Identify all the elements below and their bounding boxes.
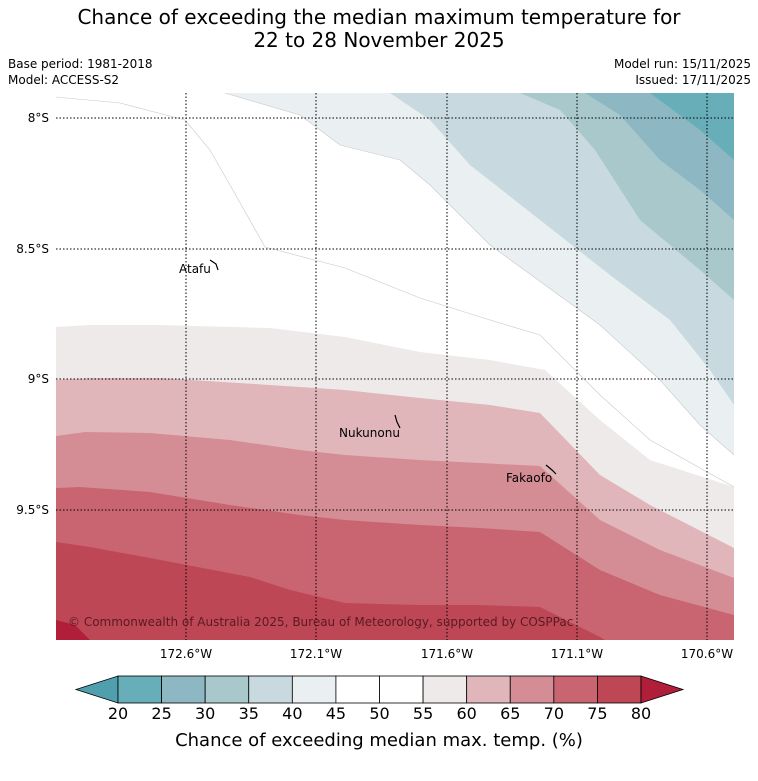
contour-lines bbox=[56, 93, 734, 488]
colorbar-segment bbox=[422, 675, 468, 704]
colorbar-tick-label: 65 bbox=[500, 704, 521, 723]
colorbar-segment bbox=[553, 675, 598, 704]
colorbar-tick-label: 55 bbox=[412, 704, 434, 723]
colorbar-segment bbox=[379, 675, 424, 704]
colorbar-segment bbox=[291, 675, 337, 704]
lat-label: 9°S bbox=[28, 372, 49, 386]
colorbar-tick-label: 25 bbox=[151, 704, 172, 723]
lat-label: 8.5°S bbox=[16, 242, 49, 256]
lon-label: 170.6°W bbox=[681, 647, 733, 661]
chart-title-line1: Chance of exceeding the median maximum t… bbox=[77, 5, 681, 29]
colorbar-segment bbox=[466, 675, 511, 704]
colorbar-segment bbox=[117, 675, 162, 704]
colorbar-tick-label: 45 bbox=[325, 704, 347, 723]
colorbar-tick-label: 75 bbox=[587, 704, 608, 723]
fill-75-80 bbox=[56, 542, 605, 640]
model-run: Model run: 15/11/2025 bbox=[613, 57, 751, 71]
colorbar-tick-label: 20 bbox=[107, 704, 129, 723]
colorbar-segment bbox=[509, 675, 555, 704]
contour-fills bbox=[56, 93, 734, 640]
colorbar-tick-label: 80 bbox=[630, 704, 652, 723]
colorbar-segment bbox=[204, 675, 250, 704]
colorbar-tick-label: 30 bbox=[194, 704, 216, 723]
colorbar-segment bbox=[335, 675, 380, 704]
colorbar-segment bbox=[597, 675, 642, 704]
lon-label: 171.6°W bbox=[421, 647, 473, 661]
model-name: Model: ACCESS-S2 bbox=[8, 73, 120, 87]
lat-label: 8°S bbox=[28, 111, 49, 125]
issued-date: Issued: 17/11/2025 bbox=[635, 73, 751, 87]
lat-label: 9.5°S bbox=[16, 503, 49, 517]
colorbar bbox=[74, 675, 685, 704]
chart-title-line2: 22 to 28 November 2025 bbox=[253, 28, 505, 52]
lon-label: 172.6°W bbox=[160, 647, 212, 661]
colorbar-segment bbox=[248, 675, 293, 704]
place-label-atafu: Atafu bbox=[179, 262, 211, 276]
colorbar-tick-label: 60 bbox=[456, 704, 477, 723]
atoll-outlines bbox=[209, 259, 557, 475]
colorbar-tick-label: 35 bbox=[238, 704, 259, 723]
place-label-fakaofo: Fakaofo bbox=[506, 471, 552, 485]
colorbar-tick-label: 70 bbox=[543, 704, 564, 723]
graticule bbox=[56, 93, 734, 640]
place-label-nukunonu: Nukunonu bbox=[339, 426, 400, 440]
base-period: Base period: 1981-2018 bbox=[8, 57, 153, 71]
lon-label: 172.1°W bbox=[290, 647, 342, 661]
colorbar-segment bbox=[161, 675, 206, 704]
colorbar-tick-label: 40 bbox=[282, 704, 303, 723]
colorbar-tick-label: 50 bbox=[369, 704, 390, 723]
atafu-atoll bbox=[209, 259, 219, 271]
fill-20-25 bbox=[650, 93, 734, 160]
nukunonu-atoll bbox=[394, 414, 401, 429]
colorbar-under-triangle bbox=[74, 675, 119, 704]
lon-label: 171.1°W bbox=[551, 647, 603, 661]
fill-over-80 bbox=[56, 620, 90, 640]
colorbar-over-triangle bbox=[640, 675, 685, 704]
copyright-notice: © Commonwealth of Australia 2025, Bureau… bbox=[68, 615, 573, 629]
colorbar-label: Chance of exceeding median max. temp. (%… bbox=[175, 730, 583, 751]
fakaofo-atoll bbox=[545, 464, 557, 475]
